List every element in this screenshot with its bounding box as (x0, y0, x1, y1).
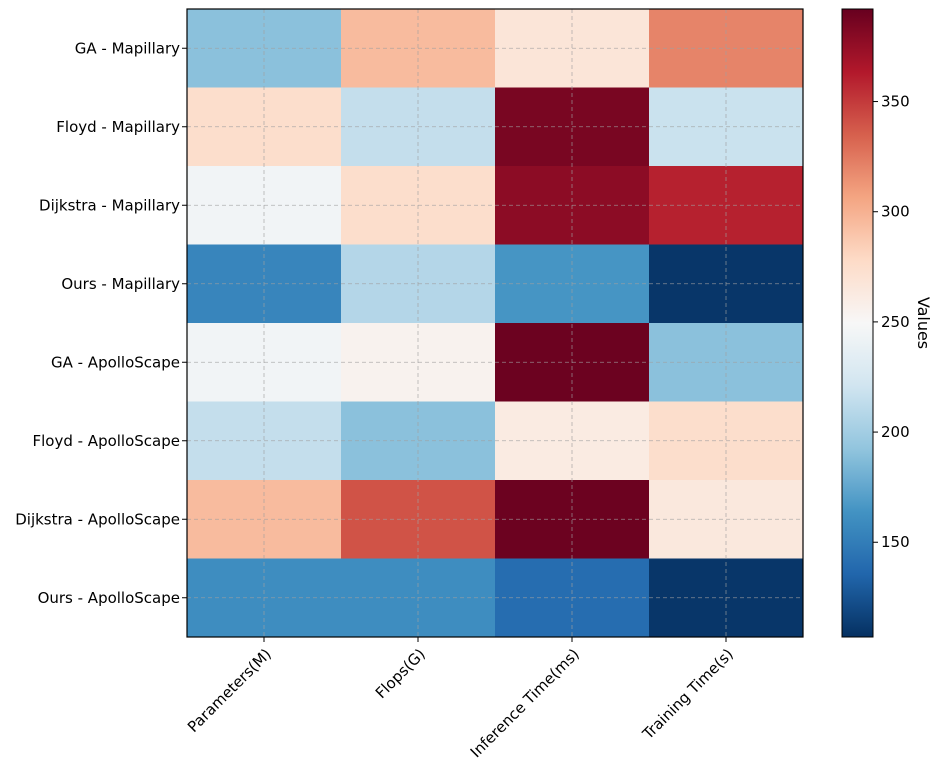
x-tick-label: Inference Time(ms) (467, 645, 583, 761)
x-tick-label: Training Time(s) (638, 645, 736, 743)
y-tick-label: Dijkstra - Mapillary (39, 196, 180, 214)
y-tick-label: Dijkstra - ApolloScape (15, 510, 180, 528)
plot-frame (186, 8, 804, 638)
colorbar-tick-label: 300 (881, 203, 910, 221)
y-tick-label: Ours - ApolloScape (38, 589, 180, 607)
colorbar-label: Values (914, 297, 933, 349)
colorbar-tick-label: 350 (881, 93, 910, 111)
y-tick-label: GA - ApolloScape (51, 353, 180, 371)
heatmap-grid (187, 9, 803, 637)
x-tick-label: Parameters(M) (184, 645, 275, 736)
y-tick-label: GA - Mapillary (75, 39, 180, 57)
colorbar (841, 8, 874, 638)
x-tick-label: Flops(G) (372, 645, 429, 702)
y-tick-label: Ours - Mapillary (61, 275, 180, 293)
heatmap-cells (187, 9, 804, 638)
x-tick-labels: Parameters(M) Flops(G) Inference Time(ms) T… (184, 637, 737, 761)
colorbar-tick-label: 200 (881, 423, 910, 441)
y-tick-label: Floyd - Mapillary (56, 118, 180, 136)
y-tick-labels: GA - Mapillary Floyd - Mapillary Dijkstra … (15, 39, 187, 607)
y-tick-label: Floyd - ApolloScape (32, 432, 180, 450)
colorbar-tick-label: 250 (881, 313, 910, 331)
colorbar-ticks: 150 200 250 300 350 (873, 93, 910, 551)
colorbar-tick-label: 150 (881, 533, 910, 551)
